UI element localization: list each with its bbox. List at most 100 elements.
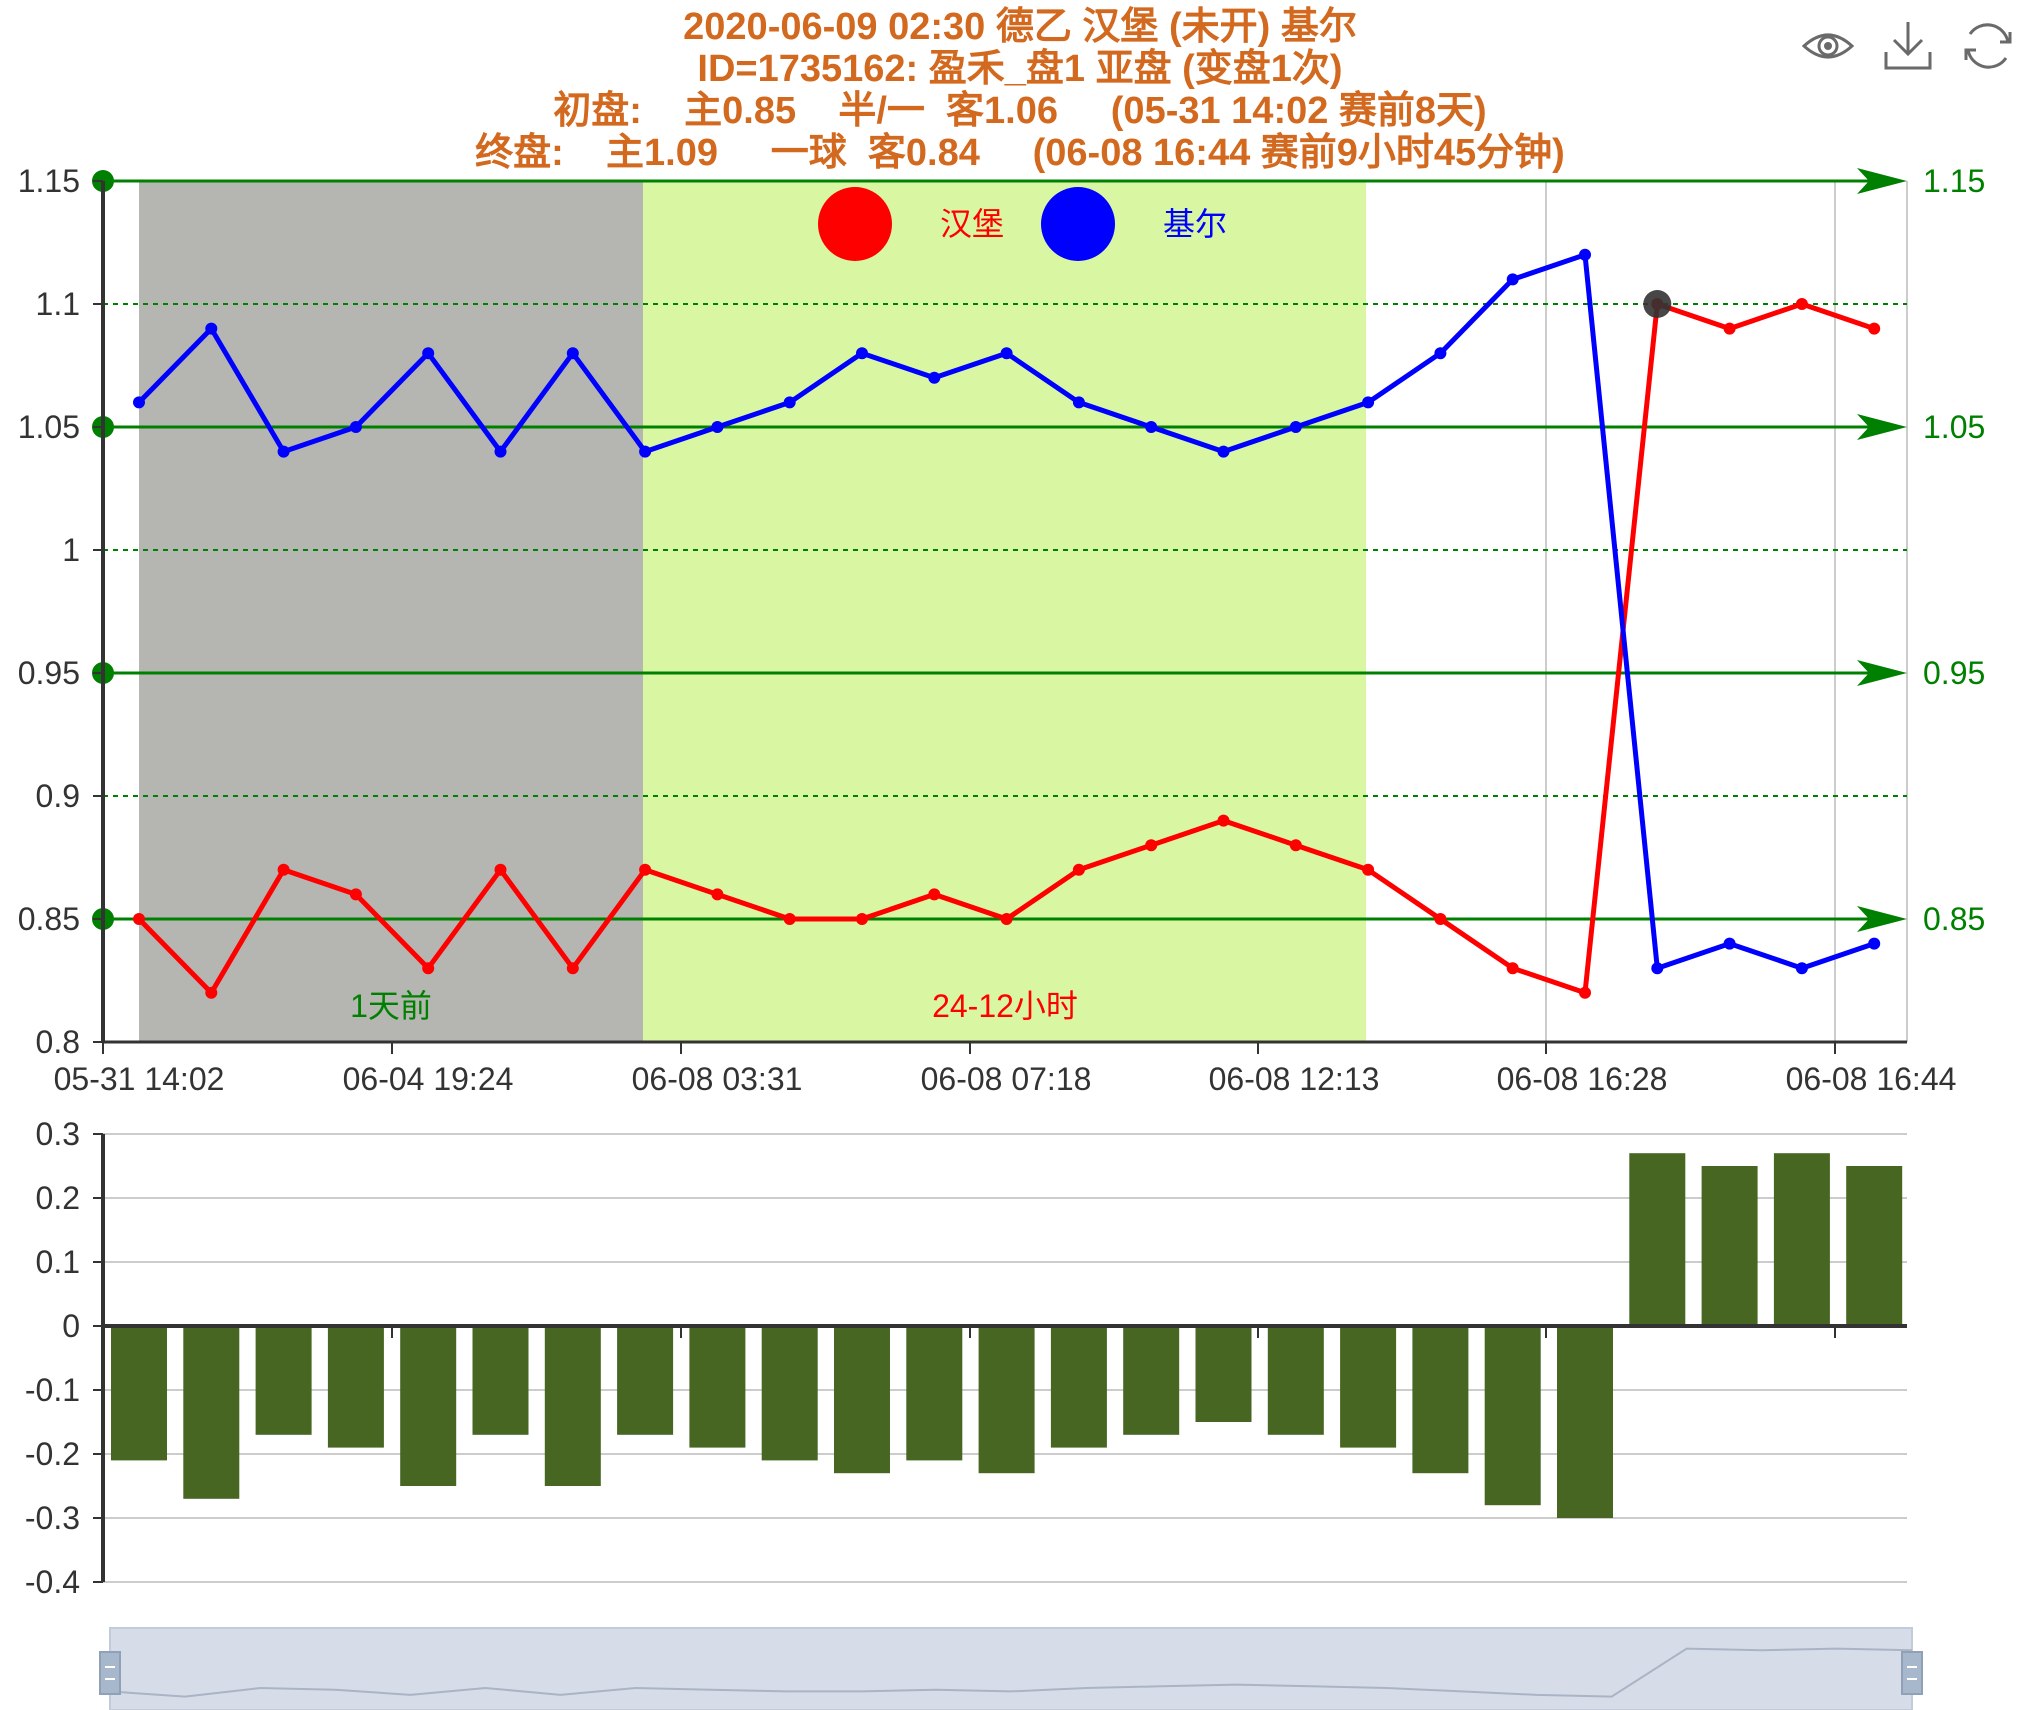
reference-line-arrow <box>1857 168 1907 194</box>
series-point[interactable] <box>494 445 507 458</box>
bar[interactable] <box>1340 1326 1397 1448</box>
bar[interactable] <box>111 1326 167 1461</box>
series-point[interactable] <box>1868 937 1881 950</box>
bar-y-tick-label: -0.1 <box>25 1372 80 1408</box>
bar[interactable] <box>1846 1166 1903 1326</box>
bar[interactable] <box>1050 1326 1107 1448</box>
x-tick-label: 06-08 12:13 <box>1209 1061 1380 1097</box>
series-point[interactable] <box>1217 445 1230 458</box>
series-point[interactable] <box>349 888 362 901</box>
series-point[interactable] <box>205 986 218 999</box>
y-tick-label: 0.85 <box>18 901 80 937</box>
series-point[interactable] <box>1868 322 1881 335</box>
datazoom-handle-left[interactable] <box>99 1651 121 1695</box>
series-point[interactable] <box>1795 962 1808 975</box>
series-point[interactable] <box>1579 248 1591 261</box>
series-point[interactable] <box>1506 273 1519 286</box>
series-point[interactable] <box>1362 396 1375 409</box>
bar[interactable] <box>544 1326 601 1486</box>
bar-y-tick-label: 0 <box>62 1308 80 1344</box>
x-tick-label: 05-31 14:02 <box>54 1061 225 1097</box>
datazoom-slider[interactable] <box>109 1627 1913 1710</box>
series-point[interactable] <box>422 347 435 360</box>
series-point[interactable] <box>1072 396 1085 409</box>
series-point[interactable] <box>639 863 652 876</box>
legend-marker-2[interactable] <box>1041 187 1115 261</box>
series-point[interactable] <box>133 396 145 409</box>
series-point[interactable] <box>1072 863 1085 876</box>
series-point[interactable] <box>277 863 290 876</box>
series-point[interactable] <box>783 396 796 409</box>
bar[interactable] <box>1123 1326 1180 1435</box>
bar[interactable] <box>327 1326 384 1448</box>
series-point[interactable] <box>494 863 507 876</box>
bar[interactable] <box>617 1326 674 1435</box>
chart-toolbox <box>1800 18 2040 74</box>
series-point[interactable] <box>1506 962 1519 975</box>
series-point[interactable] <box>277 445 290 458</box>
bar[interactable] <box>1773 1153 1830 1326</box>
series-point[interactable] <box>1723 322 1736 335</box>
bar[interactable] <box>906 1326 963 1461</box>
series-point[interactable] <box>566 962 579 975</box>
bar[interactable] <box>1557 1326 1613 1518</box>
y-tick-label: 1 <box>62 532 80 568</box>
series-point[interactable] <box>1145 421 1158 433</box>
series-point[interactable] <box>1362 863 1375 876</box>
series-point[interactable] <box>1289 421 1302 433</box>
legend-label-1[interactable]: 汉堡 <box>940 206 1004 242</box>
bar[interactable] <box>400 1326 457 1486</box>
bar[interactable] <box>1195 1326 1252 1422</box>
series-point[interactable] <box>1434 913 1447 925</box>
bar[interactable] <box>761 1326 818 1461</box>
bar-y-tick-label: -0.3 <box>25 1500 80 1536</box>
bar[interactable] <box>1701 1166 1758 1326</box>
bar[interactable] <box>834 1326 890 1474</box>
highlight-point[interactable] <box>1643 290 1672 318</box>
eye-icon[interactable] <box>1800 18 1856 74</box>
series-point[interactable] <box>1000 347 1013 360</box>
series-point[interactable] <box>1795 298 1808 310</box>
series-point[interactable] <box>856 347 868 360</box>
bar[interactable] <box>1412 1326 1469 1474</box>
bar[interactable] <box>978 1326 1035 1474</box>
bar[interactable] <box>472 1326 529 1435</box>
series-point[interactable] <box>639 445 652 458</box>
series-point[interactable] <box>566 347 579 360</box>
series-point[interactable] <box>1145 839 1158 852</box>
series-point[interactable] <box>783 913 796 925</box>
series-point[interactable] <box>205 322 218 335</box>
legend-label-2[interactable]: 基尔 <box>1163 206 1227 242</box>
bar-y-tick-label: 0.3 <box>36 1116 80 1152</box>
series-point[interactable] <box>1000 913 1013 925</box>
series-point[interactable] <box>928 371 941 384</box>
series-point[interactable] <box>1723 937 1736 950</box>
series-point[interactable] <box>1651 962 1664 975</box>
x-tick-label: 06-08 16:44 <box>1786 1061 1957 1097</box>
bar[interactable] <box>689 1326 746 1448</box>
series-point[interactable] <box>928 888 941 901</box>
refresh-icon[interactable] <box>1960 18 2016 74</box>
x-tick-label: 06-08 07:18 <box>921 1061 1092 1097</box>
series-point[interactable] <box>1289 839 1302 852</box>
series-point[interactable] <box>856 913 868 925</box>
series-point[interactable] <box>349 421 362 433</box>
reference-line-arrow <box>1857 414 1907 440</box>
series-point[interactable] <box>422 962 435 975</box>
bar[interactable] <box>1267 1326 1324 1435</box>
series-point[interactable] <box>711 421 724 433</box>
series-point[interactable] <box>1217 814 1230 827</box>
bar[interactable] <box>183 1326 240 1499</box>
download-icon[interactable] <box>1880 18 1936 74</box>
bar[interactable] <box>255 1326 312 1435</box>
datazoom-handle-right[interactable] <box>1901 1651 1923 1695</box>
series-point[interactable] <box>711 888 724 901</box>
bar[interactable] <box>1629 1153 1686 1326</box>
series-point[interactable] <box>133 913 145 925</box>
zone-label-2: 24-12小时 <box>932 988 1078 1024</box>
legend-marker-1[interactable] <box>818 187 892 261</box>
datazoom-preview-line <box>109 1647 1913 1698</box>
bar[interactable] <box>1484 1326 1541 1506</box>
series-point[interactable] <box>1579 986 1591 999</box>
series-point[interactable] <box>1434 347 1447 360</box>
